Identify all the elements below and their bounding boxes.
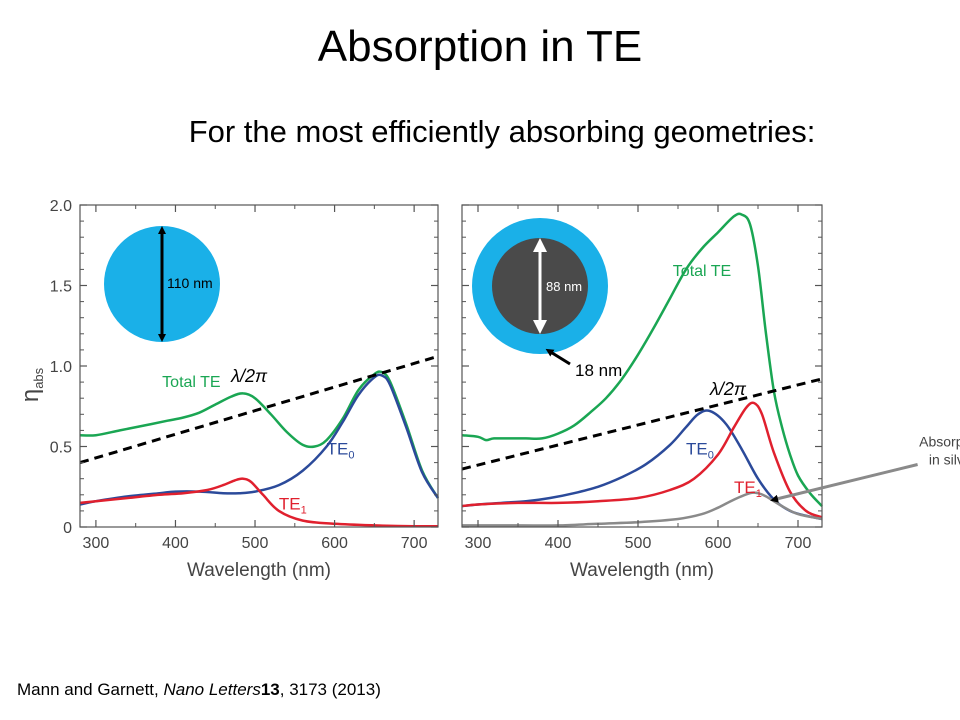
core-diameter-label: 88 nm	[546, 279, 582, 294]
x-tick-label: 400	[545, 535, 572, 552]
annotation-lambda: λ/2π	[230, 366, 268, 386]
y-tick-label: 2.0	[50, 198, 72, 215]
x-tick-label: 500	[242, 535, 269, 552]
annotation-te1: TE1	[279, 494, 307, 516]
series-line-te0	[79, 373, 440, 506]
y-tick-label: 0.5	[50, 440, 72, 457]
annotation-total-te: Total TE	[673, 263, 731, 280]
x-tick-label: 600	[705, 535, 732, 552]
x-tick-label: 500	[625, 535, 652, 552]
x-tick-label: 300	[83, 535, 110, 552]
x-axis-label: Wavelength (nm)	[570, 560, 714, 581]
annotation-silver-arrow	[770, 463, 918, 503]
series-line-te1	[79, 477, 439, 528]
chart-right: 88 nm 18 nm 300 400 500 600 700 Wavelength (nm)…	[461, 204, 960, 581]
series-line-te1	[461, 401, 823, 519]
annotation-silver-line1: Absorption	[919, 434, 960, 450]
shell-thickness-label: 18 nm	[575, 361, 622, 380]
y-tick-label: 1.0	[50, 359, 72, 376]
x-tick-label: 300	[465, 535, 492, 552]
x-tick-label: 700	[785, 535, 812, 552]
series-line-absorption-in-silver	[462, 491, 823, 527]
citation-authors: Mann and Garnett,	[17, 680, 164, 699]
citation-rest: , 3173 (2013)	[279, 680, 381, 699]
series-line-total-te	[79, 370, 440, 499]
series-line-total-te	[461, 212, 823, 507]
annotation-total-te: Total TE	[162, 374, 220, 391]
citation-volume: 13	[260, 680, 280, 699]
annotation-silver-line2: in silver	[929, 452, 960, 468]
x-axis-label: Wavelength (nm)	[187, 560, 331, 581]
annotation-te0: TE0	[686, 440, 714, 462]
x-tick-label: 700	[401, 535, 428, 552]
annotation-lambda: λ/2π	[709, 379, 747, 399]
core-arrow-down-head	[533, 320, 547, 334]
citation-journal: Nano Letters	[163, 680, 261, 699]
slide-title: Absorption in TE	[317, 22, 643, 71]
y-axis-label: ηabs	[17, 367, 46, 402]
x-tick-label: 400	[162, 535, 189, 552]
shell-arrow	[545, 348, 571, 366]
chart-left: 110 nm 300 400 500 600 700 Wavelength (nm) 0 0.5…	[17, 198, 440, 581]
y-tick-label: 1.5	[50, 279, 72, 296]
y-tick-label: 0	[63, 520, 72, 537]
core-arrow-up-head	[533, 238, 547, 252]
series-line-lambda	[79, 354, 439, 465]
citation: Mann and Garnett, Nano Letters13, 3173 (…	[17, 680, 381, 700]
slide-subtitle: For the most efficiently absorbing geome…	[188, 114, 816, 149]
diameter-label: 110 nm	[167, 275, 213, 291]
x-tick-label: 600	[321, 535, 348, 552]
annotation-te0: TE0	[327, 440, 355, 462]
series-line-lambda	[461, 377, 823, 471]
annotation-te1: TE1	[734, 478, 762, 500]
